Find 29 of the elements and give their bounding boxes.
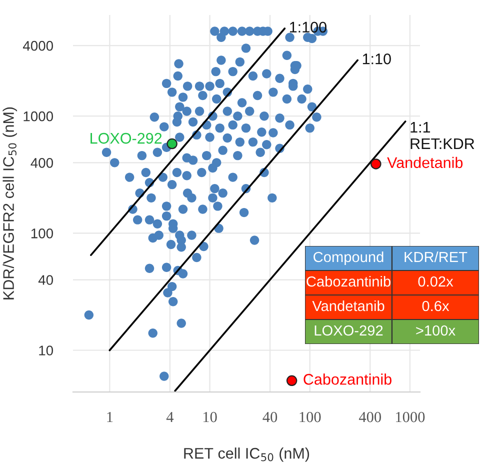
x-tick-label: 1000 [396,412,425,422]
x-axis-title: RET cell IC$_{50}$ (nM) [184,448,310,462]
text: 0.6x [422,300,450,312]
category-label: Vandetanib [312,300,384,312]
annotation: 1:1 RET:KDR [410,122,474,149]
text: 0.02x [418,276,454,287]
x-tick-label: 40 [262,412,278,422]
y-axis-title: KDR/VEGFR2 cell IC$_{50}$ (nM) [2,107,17,300]
y-tick-label: 40 [38,275,54,285]
category-label: KDR/RET [404,251,468,262]
x-tick-label: 1 [107,412,113,422]
category-label: LOXO-292 [314,325,383,336]
y-tick-label: 100 [31,228,54,238]
x-tick-label: 4 [166,412,174,422]
y-tick-label: 1000 [24,111,54,122]
category-label: Cabozantinib [306,276,390,287]
y-tick-label: 400 [30,158,54,168]
y-tick-label: 4000 [22,40,54,51]
x-tick-label: 10 [203,412,217,422]
category-label: Compound [314,251,384,266]
x-tick-label: 100 [300,412,321,422]
series-label: Vandetanib [387,156,463,168]
annotation: 1:10 [362,54,391,64]
series-label: LOXO-292 [90,132,162,144]
y-tick-label: 10 [39,346,54,356]
annotation: 1:100 [290,22,326,33]
x-tick-label: 400 [358,412,381,422]
series-label: Cabozantinib [304,374,392,385]
text: >100x [416,325,456,336]
